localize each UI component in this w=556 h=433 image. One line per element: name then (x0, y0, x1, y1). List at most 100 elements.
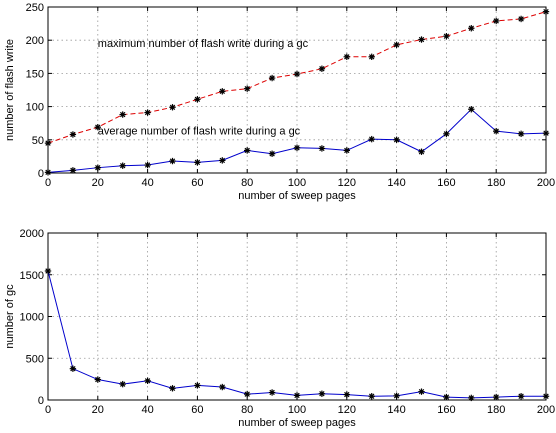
data-point-marker (69, 131, 77, 138)
data-point-marker (393, 392, 400, 400)
data-point-marker (393, 41, 400, 49)
data-point-marker (418, 148, 425, 155)
data-point-marker (542, 8, 550, 15)
data-point-marker (169, 104, 176, 111)
data-point-marker (542, 393, 550, 400)
chart-gc-count: 0 20 40 60 80 100 120 140 160 180 2000500100015002… (4, 228, 555, 429)
data-point-marker (343, 53, 350, 60)
x-tick-label: 100 (288, 404, 306, 416)
x-tick-label: 20 (92, 404, 104, 416)
y-tick-label: 0 (38, 395, 44, 407)
x-axis-label: number of sweep pages (238, 417, 356, 429)
data-point-marker (169, 157, 176, 165)
data-point-marker (443, 393, 450, 401)
y-tick-label: 1000 (20, 312, 44, 324)
y-tick-label: 1500 (20, 270, 44, 282)
series-line-0 (47, 270, 546, 399)
data-point-marker (94, 376, 101, 383)
data-point-marker (368, 393, 375, 400)
x-tick-label: 0 (45, 404, 51, 416)
data-point-marker (44, 169, 52, 176)
x-tick-label: 120 (338, 404, 356, 416)
data-point-marker (493, 393, 500, 401)
data-point-marker (517, 15, 525, 23)
data-point-marker (268, 150, 276, 157)
data-point-marker (144, 109, 151, 116)
data-point-marker (318, 390, 326, 397)
data-point-marker (468, 394, 475, 402)
data-point-marker (542, 129, 550, 137)
data-point-marker (219, 88, 226, 95)
y-tick-label: 150 (26, 68, 44, 80)
x-tick-label: 20 (92, 177, 104, 189)
x-tick-label: 120 (338, 177, 356, 189)
data-point-marker (244, 85, 251, 92)
data-point-marker (44, 267, 52, 275)
data-point-marker (293, 144, 301, 151)
x-tick-label: 180 (487, 177, 505, 189)
data-point-marker (44, 139, 52, 147)
data-point-marker (119, 380, 126, 388)
data-point-marker (244, 390, 251, 398)
data-point-marker (517, 393, 525, 400)
x-tick-label: 180 (487, 404, 505, 416)
data-point-marker (443, 33, 450, 40)
y-tick-label: 100 (26, 102, 44, 114)
x-tick-label: 0 (45, 177, 51, 189)
x-tick-label: 60 (191, 177, 203, 189)
data-point-marker (293, 70, 301, 78)
x-tick-label: 80 (241, 404, 253, 416)
y-tick-label: 2000 (20, 228, 44, 240)
y-axis-label: number of flash write (4, 39, 16, 141)
x-axis-label: number of sweep pages (238, 190, 356, 202)
y-tick-label: 200 (26, 35, 44, 47)
x-tick-label: 140 (387, 404, 405, 416)
x-tick-label: 160 (437, 177, 455, 189)
data-point-marker (219, 383, 226, 391)
y-tick-label: 500 (26, 353, 44, 365)
data-point-marker (318, 145, 326, 152)
data-point-marker (144, 377, 151, 384)
data-point-marker (393, 136, 400, 143)
data-point-marker (318, 65, 326, 72)
x-tick-label: 200 (537, 404, 555, 416)
y-tick-label: 0 (38, 168, 44, 180)
data-point-marker (517, 130, 525, 138)
data-point-marker (194, 382, 201, 389)
data-point-marker (194, 159, 201, 166)
series-annotation: average number of flash write during a g… (98, 125, 301, 137)
y-tick-label: 50 (32, 135, 44, 147)
data-point-marker (219, 157, 226, 164)
data-point-marker (268, 389, 276, 396)
y-tick-label: 250 (26, 2, 44, 14)
data-point-marker (468, 25, 475, 32)
data-point-marker (293, 392, 301, 399)
chart-flash-write: 0 20 40 60 80 100 120 140 160 180 200 0 50 100 150 200 2… (4, 2, 555, 202)
x-tick-label: 80 (241, 177, 253, 189)
series-annotation: maximum number of flash write during a g… (98, 38, 309, 50)
data-point-marker (119, 111, 126, 118)
data-point-marker (493, 127, 500, 135)
data-point-marker (368, 53, 375, 60)
data-point-marker (468, 106, 475, 113)
data-point-marker (343, 391, 350, 398)
data-point-marker (69, 167, 77, 174)
data-point-marker (443, 130, 450, 138)
data-point-marker (368, 135, 375, 143)
data-point-marker (94, 164, 101, 171)
data-point-marker (94, 123, 101, 131)
y-axis-label: number of gc (4, 284, 16, 349)
x-tick-label: 160 (437, 404, 455, 416)
data-point-marker (244, 147, 251, 154)
data-point-marker (119, 162, 126, 169)
data-point-marker (194, 96, 201, 103)
data-point-marker (418, 36, 425, 43)
data-point-marker (418, 388, 425, 395)
data-point-marker (144, 161, 151, 169)
x-tick-label: 60 (191, 404, 203, 416)
x-tick-label: 200 (537, 177, 555, 189)
x-tick-label: 100 (288, 177, 306, 189)
x-tick-label: 140 (387, 177, 405, 189)
data-point-marker (343, 147, 350, 154)
